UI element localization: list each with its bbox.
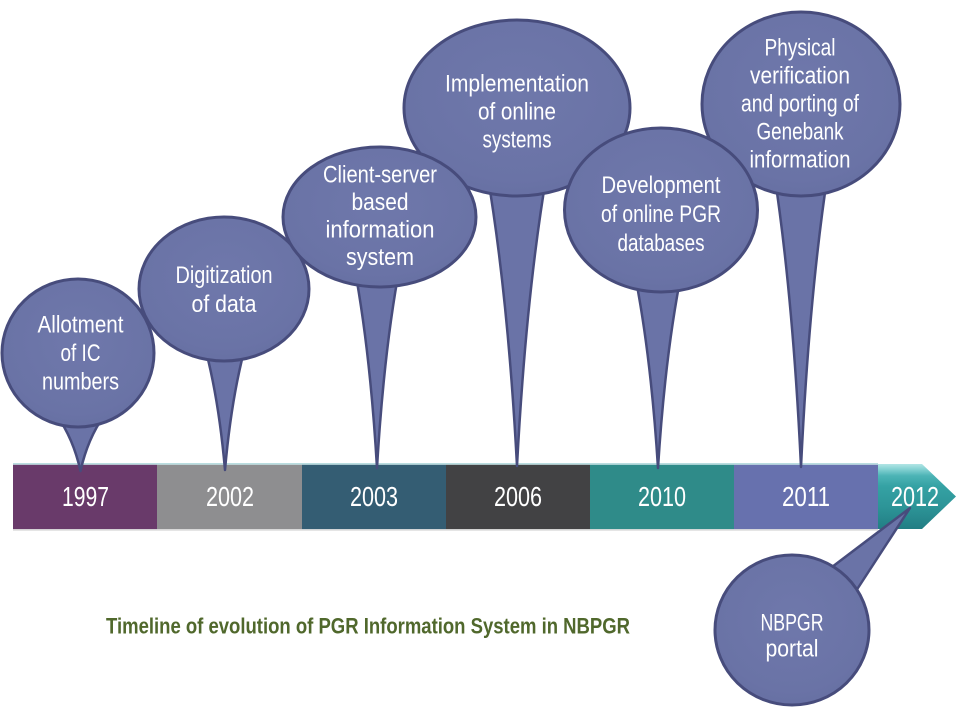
svg-text:2006: 2006 xyxy=(494,481,542,512)
svg-text:2003: 2003 xyxy=(350,481,398,512)
svg-text:Allotment: Allotment xyxy=(38,312,124,339)
svg-text:of IC: of IC xyxy=(61,340,101,367)
svg-text:numbers: numbers xyxy=(42,369,119,396)
svg-text:and porting of: and porting of xyxy=(741,91,859,118)
svg-text:of data: of data xyxy=(192,291,258,318)
svg-text:Physical: Physical xyxy=(765,35,836,62)
svg-text:NBPGR: NBPGR xyxy=(761,610,824,637)
svg-text:Client-server: Client-server xyxy=(323,162,437,189)
svg-text:1997: 1997 xyxy=(62,481,109,512)
svg-text:portal: portal xyxy=(766,636,819,663)
svg-text:2012: 2012 xyxy=(891,481,939,512)
svg-text:systems: systems xyxy=(483,127,552,154)
svg-text:2011: 2011 xyxy=(782,481,830,512)
svg-text:system: system xyxy=(346,244,414,271)
svg-text:of online: of online xyxy=(478,99,556,126)
svg-text:2010: 2010 xyxy=(638,481,686,512)
svg-text:Development: Development xyxy=(602,172,721,199)
svg-text:databases: databases xyxy=(618,230,705,257)
svg-text:Genebank: Genebank xyxy=(757,119,845,146)
svg-text:of online PGR: of online PGR xyxy=(601,201,721,228)
svg-text:Implementation: Implementation xyxy=(445,71,589,98)
svg-text:2002: 2002 xyxy=(206,481,254,512)
svg-text:verification: verification xyxy=(750,63,850,90)
svg-text:information: information xyxy=(750,147,851,174)
svg-text:information: information xyxy=(326,217,435,244)
svg-text:Digitization: Digitization xyxy=(176,262,273,289)
svg-text:based: based xyxy=(352,189,409,216)
svg-text:Timeline of evolution of PGR I: Timeline of evolution of PGR Information… xyxy=(106,614,630,639)
